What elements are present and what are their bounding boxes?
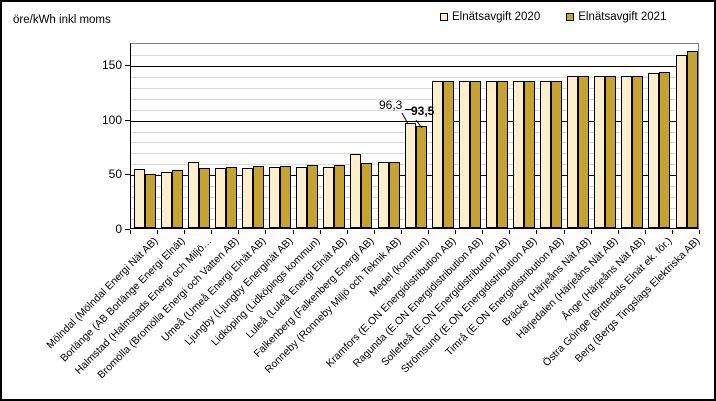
x-tick-mark-6 [293, 230, 294, 234]
bar-2021-2 [171, 170, 183, 228]
x-tick-mark-7 [320, 230, 321, 234]
x-tick-mark-14 [509, 230, 510, 234]
bar-2020-16 [540, 81, 551, 228]
minor-gridline-140 [131, 77, 698, 78]
bar-2021-7 [307, 165, 319, 228]
bar-2020-6 [269, 167, 281, 228]
legend-label-2021: Elnätsavgift 2021 [578, 11, 667, 23]
bar-2020-13 [458, 81, 470, 228]
bar-2021-3 [198, 168, 210, 228]
major-gridline-100 [131, 121, 698, 122]
x-tick-mark-16 [564, 230, 565, 234]
bar-2020-10 [377, 162, 389, 228]
bar-2021-5 [253, 166, 264, 228]
bar-2021-10 [388, 162, 400, 228]
y-tick-mark-150 [125, 65, 130, 66]
bar-2021-17 [578, 76, 590, 228]
bar-2020-4 [214, 168, 226, 228]
x-tick-mark-4 [238, 230, 239, 234]
y-tick-label-0: 0 [115, 222, 122, 236]
bar-2020-7 [296, 167, 308, 228]
y-axis-unit-label: öre/kWh inkl moms [13, 14, 111, 26]
bar-2020-18 [594, 76, 606, 228]
bar-2020-12 [431, 81, 443, 228]
bar-2020-8 [323, 167, 335, 228]
x-tick-mark-11 [428, 230, 429, 234]
data-label-medel-2020: 96,3 [379, 98, 403, 112]
bar-2021-15 [523, 81, 535, 228]
y-tick-mark-50 [125, 174, 130, 175]
bar-2021-9 [361, 163, 373, 228]
bar-2021-12 [442, 81, 454, 228]
legend-item-2021: Elnätsavgift 2021 [566, 11, 666, 23]
bar-2020-20 [648, 73, 660, 228]
bar-2021-18 [605, 76, 617, 228]
bar-2020-21 [675, 55, 687, 228]
x-tick-mark-0 [130, 230, 131, 234]
bar-2020-3 [187, 162, 199, 228]
bar-2020-17 [567, 76, 579, 228]
minor-gridline-130 [131, 88, 698, 89]
minor-gridline-160 [131, 55, 698, 56]
legend-swatch-2020-icon [440, 13, 448, 21]
bar-2021-1 [144, 174, 156, 228]
x-tick-mark-17 [591, 230, 592, 234]
bar-2020-2 [160, 172, 172, 228]
x-tick-mark-21 [699, 230, 700, 234]
x-tick-mark-2 [184, 230, 185, 234]
bar-2020-5 [242, 168, 253, 228]
bar-2021-19 [632, 76, 644, 228]
bar-2020-15 [512, 81, 524, 228]
major-gridline-150 [131, 66, 698, 67]
data-label-medel-2021: 93,5 [411, 104, 435, 118]
bar-2021-13 [469, 81, 481, 228]
y-tick-mark-0 [125, 229, 130, 230]
x-tick-mark-5 [265, 230, 266, 234]
x-tick-mark-18 [618, 230, 619, 234]
y-tick-mark-100 [125, 120, 130, 121]
y-tick-label-150: 150 [101, 57, 122, 72]
legend: Elnätsavgift 2020 Elnätsavgift 2021 [440, 11, 666, 23]
plot-area [130, 43, 699, 229]
x-tick-mark-1 [157, 230, 158, 234]
legend-label-2020: Elnätsavgift 2020 [452, 11, 541, 23]
x-tick-mark-15 [536, 230, 537, 234]
y-tick-label-100: 100 [101, 112, 122, 127]
bar-2021-6 [280, 166, 292, 228]
y-tick-label-50: 50 [108, 167, 122, 182]
bar-2021-21 [686, 51, 698, 228]
bar-2020-9 [350, 154, 362, 228]
minor-gridline-120 [131, 99, 698, 100]
bar-2021-20 [659, 72, 671, 228]
legend-swatch-2021-icon [566, 13, 575, 21]
bar-2021-4 [225, 167, 237, 228]
bar-2021-8 [334, 165, 346, 228]
legend-item-2020: Elnätsavgift 2020 [440, 11, 540, 23]
bar-2020-14 [485, 81, 497, 228]
x-tick-mark-12 [455, 230, 456, 234]
bar-2020-11 [404, 123, 416, 228]
x-tick-mark-3 [211, 230, 212, 234]
x-tick-mark-9 [374, 230, 375, 234]
bar-2020-1 [133, 169, 145, 228]
minor-gridline-110 [131, 110, 698, 111]
x-tick-mark-20 [672, 230, 673, 234]
bar-2021-11 [415, 126, 427, 228]
bar-2021-16 [551, 81, 562, 228]
bar-2020-19 [621, 76, 633, 228]
bar-2021-14 [496, 81, 508, 228]
x-tick-mark-19 [645, 230, 646, 234]
x-tick-mark-8 [347, 230, 348, 234]
x-tick-mark-13 [482, 230, 483, 234]
x-tick-mark-10 [401, 230, 402, 234]
